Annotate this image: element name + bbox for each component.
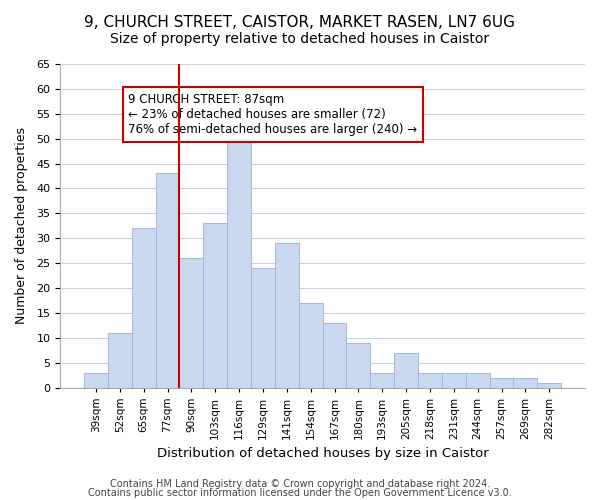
Text: Contains HM Land Registry data © Crown copyright and database right 2024.: Contains HM Land Registry data © Crown c…	[110, 479, 490, 489]
Bar	[370, 372, 394, 388]
Text: 9, CHURCH STREET, CAISTOR, MARKET RASEN, LN7 6UG: 9, CHURCH STREET, CAISTOR, MARKET RASEN,…	[85, 15, 515, 30]
Bar	[394, 352, 418, 388]
X-axis label: Distribution of detached houses by size in Caistor: Distribution of detached houses by size …	[157, 447, 488, 460]
Bar	[251, 268, 275, 388]
Bar	[132, 228, 155, 388]
Bar	[466, 372, 490, 388]
Bar	[155, 174, 179, 388]
Bar	[514, 378, 537, 388]
Bar	[346, 342, 370, 388]
Bar	[84, 372, 108, 388]
Bar	[108, 333, 132, 388]
Bar	[537, 382, 561, 388]
Y-axis label: Number of detached properties: Number of detached properties	[15, 128, 28, 324]
Bar	[179, 258, 203, 388]
Bar	[442, 372, 466, 388]
Text: Size of property relative to detached houses in Caistor: Size of property relative to detached ho…	[110, 32, 490, 46]
Text: 9 CHURCH STREET: 87sqm
← 23% of detached houses are smaller (72)
76% of semi-det: 9 CHURCH STREET: 87sqm ← 23% of detached…	[128, 93, 418, 136]
Bar	[203, 224, 227, 388]
Bar	[323, 323, 346, 388]
Bar	[418, 372, 442, 388]
Bar	[275, 243, 299, 388]
Text: Contains public sector information licensed under the Open Government Licence v3: Contains public sector information licen…	[88, 488, 512, 498]
Bar	[299, 303, 323, 388]
Bar	[227, 128, 251, 388]
Bar	[490, 378, 514, 388]
